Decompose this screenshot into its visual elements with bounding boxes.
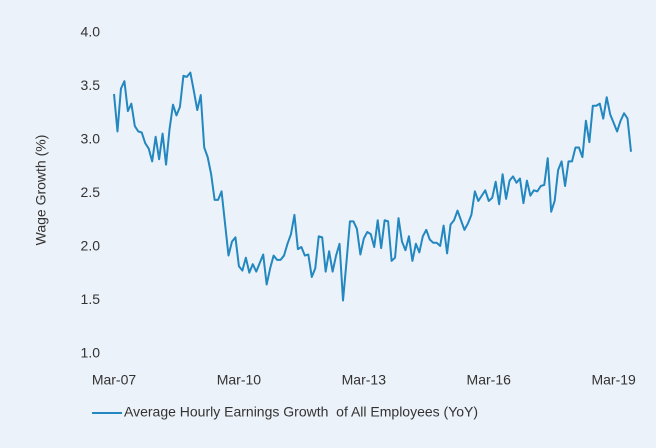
y-tick-label: 2.0: [81, 238, 101, 254]
series-line: [113, 71, 632, 302]
x-tick-label: Mar-16: [467, 372, 512, 388]
x-tick-label: Mar-07: [92, 372, 137, 388]
y-tick-label: 3.0: [81, 131, 101, 147]
x-tick-label: Mar-10: [217, 372, 262, 388]
y-tick-label: 1.0: [81, 345, 101, 361]
legend-label: Average Hourly Earnings Growth of All Em…: [124, 404, 478, 420]
y-tick-label: 1.5: [81, 291, 101, 307]
x-tick-label: Mar-19: [591, 372, 636, 388]
y-tick-label: 3.5: [81, 77, 101, 93]
x-tick-label: Mar-13: [342, 372, 387, 388]
y-axis-label: Wage Growth (%): [33, 135, 49, 246]
y-tick-label: 2.5: [81, 184, 101, 200]
y-tick-label: 4.0: [81, 24, 101, 40]
